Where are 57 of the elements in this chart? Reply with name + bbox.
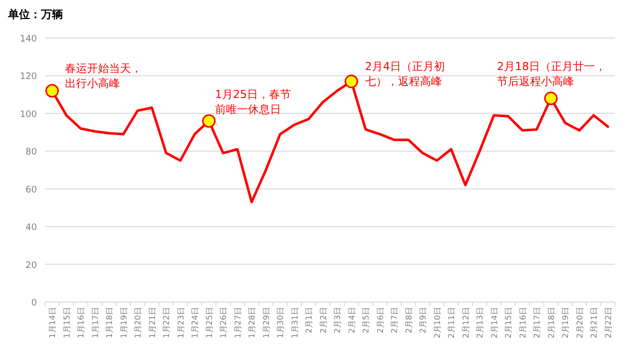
y-tick-label: 20 bbox=[26, 260, 38, 271]
x-tick-label: 2月5日 bbox=[362, 307, 371, 334]
x-tick-label: 2月13日 bbox=[476, 307, 485, 338]
x-tick-label: 2月11日 bbox=[447, 307, 456, 338]
x-tick-label: 2月8日 bbox=[404, 307, 414, 334]
x-tick-label: 2月9日 bbox=[418, 307, 428, 334]
x-tick-label: 2月18日 bbox=[546, 307, 556, 338]
x-tick-label: 1月23日 bbox=[176, 307, 186, 338]
annotation: 2月4日（正月初七），返程高峰 bbox=[365, 60, 445, 88]
x-tick-label: 1月20日 bbox=[134, 307, 143, 338]
x-tick-label: 2月12日 bbox=[461, 307, 470, 338]
x-tick-label: 2月1日 bbox=[304, 307, 314, 334]
x-tick-label: 2月15日 bbox=[504, 307, 514, 338]
x-tick-label: 2月21日 bbox=[590, 307, 599, 338]
x-tick-label: 2月22日 bbox=[604, 307, 613, 338]
x-tick-label: 1月30日 bbox=[276, 307, 286, 338]
x-tick-label: 2月16日 bbox=[518, 307, 528, 338]
x-tick-label: 2月20日 bbox=[575, 307, 584, 338]
x-tick-label: 2月14日 bbox=[490, 307, 499, 338]
x-tick-label: 1月24日 bbox=[190, 307, 200, 338]
y-tick-label: 60 bbox=[26, 185, 38, 196]
x-tick-label: 1月19日 bbox=[119, 307, 128, 338]
x-tick-label: 2月2日 bbox=[318, 307, 328, 334]
x-tick-label: 2月10日 bbox=[432, 307, 442, 338]
y-tick-label: 140 bbox=[20, 34, 38, 44]
y-tick-label: 80 bbox=[26, 148, 38, 158]
x-tick-label: 1月25日 bbox=[204, 307, 214, 338]
point bbox=[344, 74, 358, 88]
x-tick-label: 2月6日 bbox=[376, 307, 385, 334]
x-tick-label: 1月17日 bbox=[90, 307, 100, 338]
x-tick-label: 1月22日 bbox=[162, 307, 172, 338]
y-tick-label: 120 bbox=[20, 72, 38, 82]
x-tick-label: 1月18日 bbox=[105, 307, 114, 338]
y-tick-label: 40 bbox=[26, 223, 38, 234]
x-tick-label: 1月29日 bbox=[262, 307, 271, 338]
x-tick-label: 1月27日 bbox=[233, 307, 242, 338]
x-tick-label: 1月14日 bbox=[48, 307, 58, 338]
annotation: 春运开始当天，出行小高峰 bbox=[65, 62, 142, 90]
y-tick-label: 0 bbox=[31, 298, 38, 308]
point bbox=[544, 92, 558, 106]
x-tick-label: 2月7日 bbox=[390, 307, 400, 334]
x-tick-label: 1月16日 bbox=[76, 307, 86, 338]
x-tick-label: 1月15日 bbox=[62, 307, 72, 338]
annotation: 2月18日（正月廿一，节后返程小高峰 bbox=[497, 60, 606, 88]
annotation: 1月25日，春节前唯一休息日 bbox=[215, 88, 291, 116]
x-tick-label: 1月21日 bbox=[148, 307, 157, 338]
x-tick-label: 2月4日 bbox=[347, 307, 356, 334]
point bbox=[202, 114, 216, 128]
x-tick-label: 2月17日 bbox=[532, 307, 542, 338]
y-axis-title: 单位：万辆 bbox=[7, 8, 63, 21]
x-tick-label: 2月3日 bbox=[333, 307, 342, 334]
point bbox=[45, 84, 59, 98]
x-tick-label: 1月26日 bbox=[219, 307, 228, 338]
y-tick-label: 100 bbox=[20, 110, 38, 120]
x-tick-label: 1月31日 bbox=[290, 307, 300, 338]
x-tick-label: 2月19日 bbox=[561, 307, 570, 338]
x-tick-label: 1月28日 bbox=[248, 307, 257, 338]
